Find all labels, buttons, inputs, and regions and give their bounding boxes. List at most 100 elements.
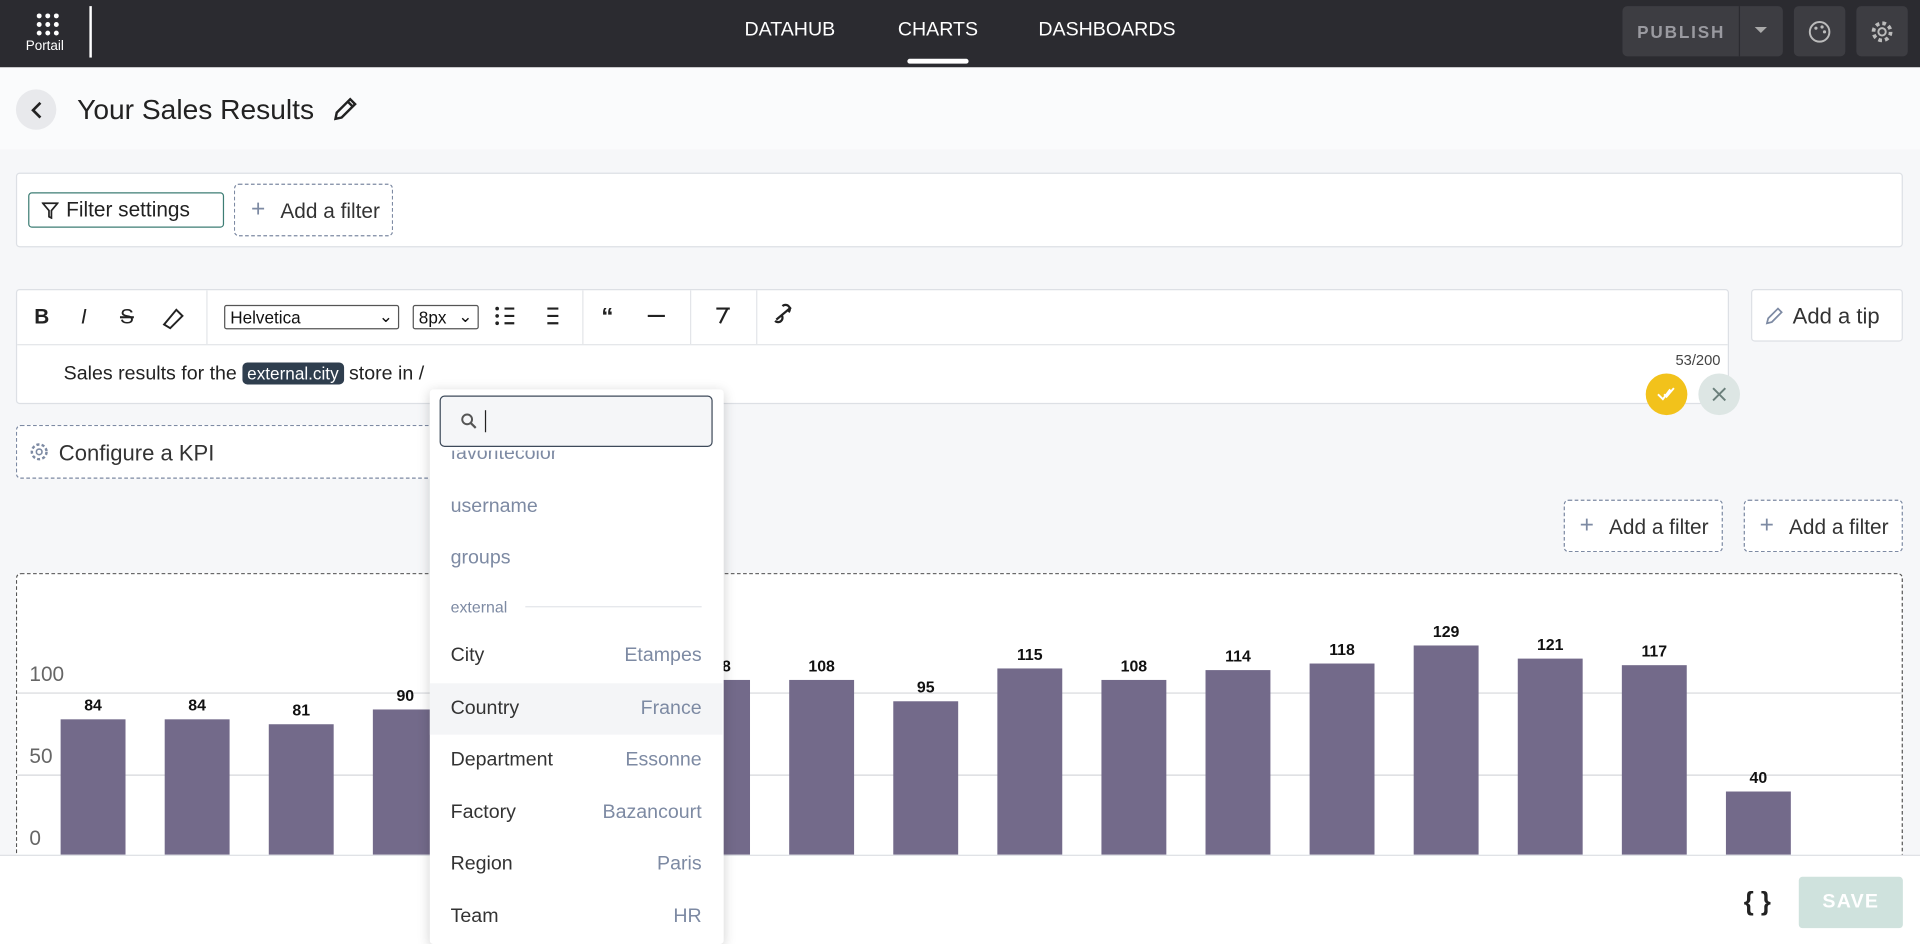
bar — [1309, 663, 1375, 858]
nav-tab[interactable]: DATAHUB — [744, 19, 836, 41]
field-name: City — [450, 645, 485, 667]
dropdown-item[interactable]: Department Essonne — [430, 735, 723, 786]
bar — [1517, 658, 1583, 858]
data-label: 117 — [1641, 644, 1667, 661]
publish-menu[interactable] — [1753, 26, 1768, 36]
publish-button[interactable]: PUBLISH — [1637, 22, 1726, 42]
data-label: 95 — [917, 680, 935, 697]
field-value: Etampes — [624, 645, 702, 667]
label: groups — [450, 547, 511, 569]
bar — [1725, 791, 1791, 858]
add-filter[interactable]: + Add a filter — [233, 183, 394, 237]
settings-button[interactable] — [1856, 6, 1908, 57]
data-label: 118 — [1329, 642, 1355, 659]
apps-icon[interactable] — [36, 12, 60, 36]
toolbar: B I S “ — [34, 290, 792, 345]
text-editor: B I S “ Helvetica ⌄ 8px ⌄ Sales results fo… — [15, 288, 1729, 405]
add-tip[interactable]: Add a tip — [1751, 288, 1903, 342]
active-indicator — [907, 58, 969, 64]
label: Add a filter — [1788, 515, 1889, 539]
save-button[interactable]: SAVE — [1798, 876, 1903, 929]
data-label: 84 — [84, 698, 102, 715]
svg-text:B: B — [34, 305, 49, 328]
field-value: Paris — [657, 853, 702, 875]
dropdown-item[interactable]: Team HR — [430, 891, 723, 942]
app-name[interactable]: Portail — [25, 39, 64, 54]
label: Add a tip — [1792, 303, 1880, 329]
label: 8px — [418, 307, 447, 327]
publish-group: PUBLISH — [1622, 6, 1783, 57]
field-name: Team — [450, 905, 499, 927]
data-label: 84 — [188, 698, 206, 715]
divider — [1738, 6, 1741, 57]
bar — [268, 724, 334, 858]
svg-text:“: “ — [601, 303, 613, 330]
dropdown-item[interactable]: username — [430, 481, 723, 532]
dropdown-item[interactable]: Country France — [429, 682, 723, 735]
font-select[interactable]: Helvetica ⌄ — [224, 304, 400, 330]
data-label: 90 — [396, 688, 414, 705]
data-label: 114 — [1225, 649, 1251, 666]
edit-title[interactable] — [332, 96, 359, 123]
data-label: 121 — [1537, 637, 1564, 654]
data-label: 115 — [1017, 647, 1043, 664]
bar — [372, 709, 438, 858]
add-filter[interactable]: + Add a filter — [1743, 499, 1903, 553]
bar — [60, 719, 126, 858]
field-value: Bazancourt — [602, 801, 702, 823]
filter-settings[interactable]: Filter settings — [28, 192, 225, 228]
divider — [89, 6, 92, 58]
data-label: 108 — [808, 658, 835, 675]
bar — [1413, 645, 1479, 858]
field-name: Country — [450, 697, 520, 719]
editor-content[interactable]: Sales results for the external.city stor… — [63, 362, 425, 386]
bar — [1205, 670, 1271, 858]
bar — [997, 668, 1063, 858]
nav-tab[interactable]: DASHBOARDS — [1038, 19, 1176, 41]
y-tick-label: 50 — [29, 745, 52, 768]
add-filter[interactable]: + Add a filter — [1563, 499, 1723, 553]
text: store in / — [349, 363, 425, 385]
code-button[interactable]: { } — [1743, 887, 1771, 916]
svg-text:I: I — [81, 305, 87, 328]
section-label: external — [450, 597, 508, 616]
confirm-button[interactable] — [1645, 373, 1688, 416]
dropdown-item[interactable]: Region Paris — [430, 839, 723, 890]
label: Add a filter — [280, 199, 380, 223]
label: Filter settings — [66, 198, 190, 222]
data-label: 81 — [292, 703, 310, 720]
cancel-button[interactable] — [1698, 373, 1741, 416]
theme-button[interactable] — [1793, 6, 1846, 57]
field-name: Factory — [450, 801, 516, 823]
bar — [1621, 665, 1687, 858]
label: Configure a KPI — [58, 440, 215, 466]
nav-tab[interactable]: CHARTS — [897, 19, 979, 41]
bar — [893, 701, 959, 858]
variable-dropdown: favoritecolor username groups external C… — [429, 389, 724, 944]
back-button[interactable] — [15, 89, 57, 130]
dropdown-item[interactable]: City Etampes — [430, 631, 723, 682]
field-value: Essonne — [625, 749, 702, 771]
divider — [525, 606, 702, 608]
dropdown-item[interactable]: Factory Bazancourt — [430, 787, 723, 838]
data-label: 129 — [1433, 624, 1460, 641]
y-tick-label: 100 — [29, 663, 64, 686]
field-name: Department — [450, 749, 553, 771]
configure-kpi[interactable]: Configure a KPI — [15, 424, 457, 479]
label: Add a filter — [1608, 515, 1709, 539]
page-title: Your Sales Results — [77, 93, 315, 125]
text: Sales results for the — [63, 363, 237, 385]
divider — [17, 344, 1728, 346]
size-select[interactable]: 8px ⌄ — [412, 304, 479, 330]
dropdown-item[interactable]: groups — [430, 533, 723, 584]
variable-chip: external.city — [242, 362, 344, 385]
field-value: HR — [673, 905, 702, 927]
field-value: France — [640, 697, 702, 719]
footer: { } SAVE — [0, 854, 1920, 944]
search-input[interactable] — [439, 395, 713, 447]
data-label: 108 — [1121, 658, 1148, 675]
label: username — [450, 495, 538, 517]
